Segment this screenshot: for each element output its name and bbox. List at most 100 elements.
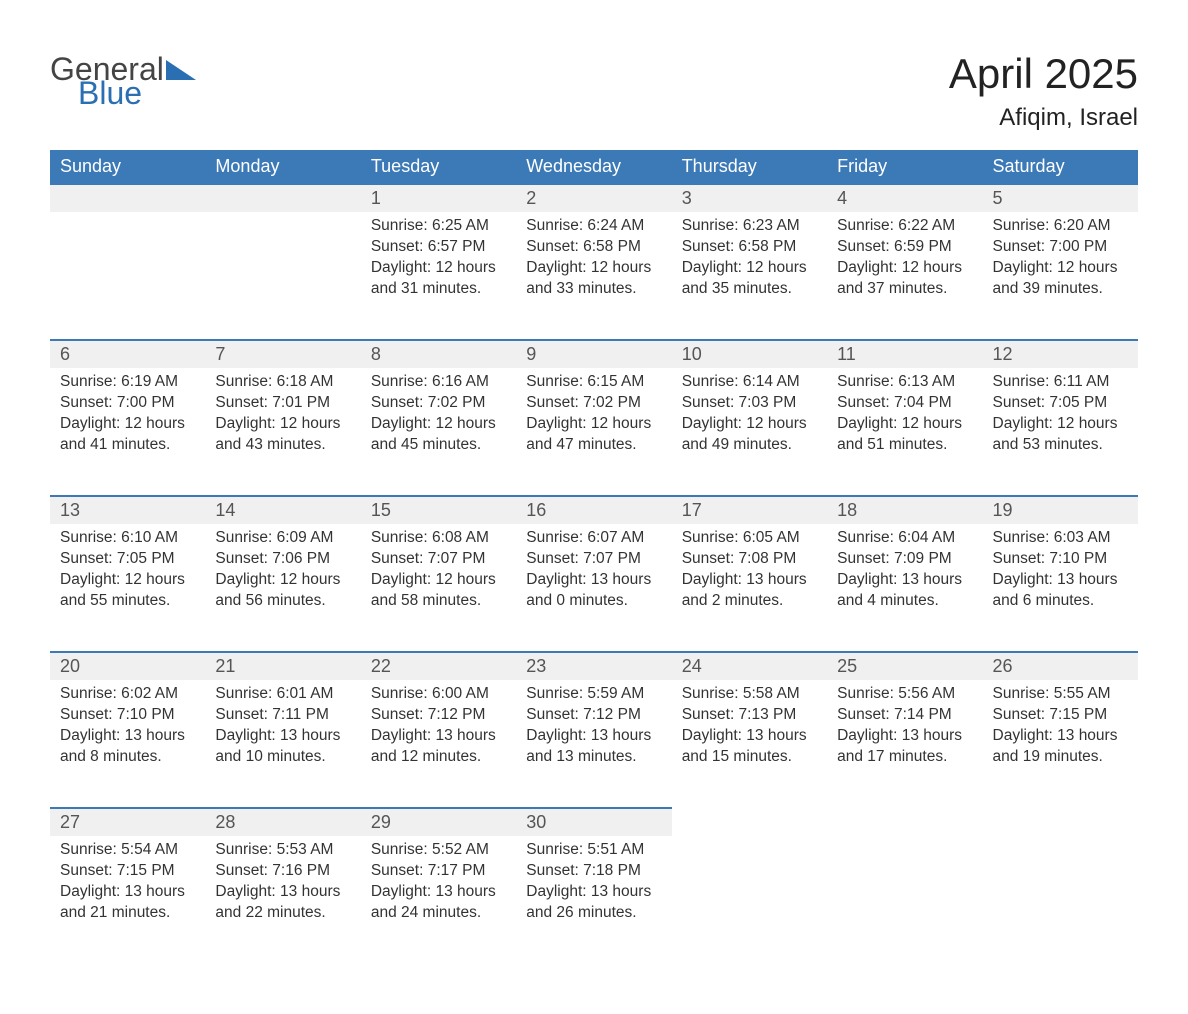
- day-number-cell: 23: [516, 652, 671, 680]
- day-content-cell: Sunrise: 6:13 AMSunset: 7:04 PMDaylight:…: [827, 368, 982, 496]
- day-number-cell: 5: [983, 184, 1138, 212]
- daylight-line1: Daylight: 12 hours: [993, 414, 1128, 435]
- daylight-line1: Daylight: 13 hours: [215, 882, 350, 903]
- daylight-line1: Daylight: 12 hours: [837, 258, 972, 279]
- daylight-line2: and 17 minutes.: [837, 747, 972, 768]
- sunrise-line: Sunrise: 5:52 AM: [371, 840, 506, 861]
- day-content-cell: Sunrise: 6:03 AMSunset: 7:10 PMDaylight:…: [983, 524, 1138, 652]
- sunset-line: Sunset: 7:02 PM: [526, 393, 661, 414]
- day-content-cell: Sunrise: 6:11 AMSunset: 7:05 PMDaylight:…: [983, 368, 1138, 496]
- daylight-line2: and 53 minutes.: [993, 435, 1128, 456]
- day-content-cell: [672, 836, 827, 964]
- day-number-cell: 1: [361, 184, 516, 212]
- daylight-line2: and 49 minutes.: [682, 435, 817, 456]
- day-content-cell: Sunrise: 6:16 AMSunset: 7:02 PMDaylight:…: [361, 368, 516, 496]
- day-number-cell: 25: [827, 652, 982, 680]
- day-content-cell: Sunrise: 6:05 AMSunset: 7:08 PMDaylight:…: [672, 524, 827, 652]
- daylight-line1: Daylight: 12 hours: [526, 258, 661, 279]
- daylight-line1: Daylight: 13 hours: [993, 570, 1128, 591]
- sunrise-line: Sunrise: 5:53 AM: [215, 840, 350, 861]
- sunset-line: Sunset: 7:03 PM: [682, 393, 817, 414]
- day-number-cell: 14: [205, 496, 360, 524]
- daylight-line2: and 0 minutes.: [526, 591, 661, 612]
- week-content-row: Sunrise: 6:02 AMSunset: 7:10 PMDaylight:…: [50, 680, 1138, 808]
- sunset-line: Sunset: 7:09 PM: [837, 549, 972, 570]
- daylight-line1: Daylight: 12 hours: [215, 414, 350, 435]
- sunset-line: Sunset: 7:04 PM: [837, 393, 972, 414]
- day-number-cell: 2: [516, 184, 671, 212]
- daylight-line1: Daylight: 13 hours: [526, 570, 661, 591]
- daylight-line2: and 8 minutes.: [60, 747, 195, 768]
- sunrise-line: Sunrise: 6:08 AM: [371, 528, 506, 549]
- sunrise-line: Sunrise: 6:16 AM: [371, 372, 506, 393]
- daylight-line2: and 43 minutes.: [215, 435, 350, 456]
- sunrise-line: Sunrise: 6:14 AM: [682, 372, 817, 393]
- daylight-line1: Daylight: 13 hours: [837, 570, 972, 591]
- day-number-cell: 15: [361, 496, 516, 524]
- sunset-line: Sunset: 7:14 PM: [837, 705, 972, 726]
- week-content-row: Sunrise: 6:19 AMSunset: 7:00 PMDaylight:…: [50, 368, 1138, 496]
- sunrise-line: Sunrise: 6:24 AM: [526, 216, 661, 237]
- sunrise-line: Sunrise: 6:09 AM: [215, 528, 350, 549]
- daylight-line2: and 51 minutes.: [837, 435, 972, 456]
- sunset-line: Sunset: 7:16 PM: [215, 861, 350, 882]
- sunset-line: Sunset: 7:00 PM: [993, 237, 1128, 258]
- day-number-cell: 26: [983, 652, 1138, 680]
- day-number-cell: 27: [50, 808, 205, 836]
- day-content-cell: Sunrise: 6:09 AMSunset: 7:06 PMDaylight:…: [205, 524, 360, 652]
- daylight-line1: Daylight: 12 hours: [60, 414, 195, 435]
- day-number-cell: 29: [361, 808, 516, 836]
- day-header: Thursday: [672, 150, 827, 184]
- sunrise-line: Sunrise: 6:11 AM: [993, 372, 1128, 393]
- day-content-cell: Sunrise: 6:20 AMSunset: 7:00 PMDaylight:…: [983, 212, 1138, 340]
- daylight-line2: and 58 minutes.: [371, 591, 506, 612]
- daylight-line1: Daylight: 12 hours: [371, 570, 506, 591]
- sunset-line: Sunset: 7:01 PM: [215, 393, 350, 414]
- sunrise-line: Sunrise: 6:19 AM: [60, 372, 195, 393]
- daylight-line1: Daylight: 12 hours: [526, 414, 661, 435]
- daylight-line1: Daylight: 13 hours: [993, 726, 1128, 747]
- day-header: Tuesday: [361, 150, 516, 184]
- day-content-cell: Sunrise: 6:04 AMSunset: 7:09 PMDaylight:…: [827, 524, 982, 652]
- week-number-row: 20212223242526: [50, 652, 1138, 680]
- week-content-row: Sunrise: 6:25 AMSunset: 6:57 PMDaylight:…: [50, 212, 1138, 340]
- daylight-line2: and 24 minutes.: [371, 903, 506, 924]
- day-header: Wednesday: [516, 150, 671, 184]
- daylight-line1: Daylight: 13 hours: [60, 726, 195, 747]
- sunrise-line: Sunrise: 6:01 AM: [215, 684, 350, 705]
- sunset-line: Sunset: 7:08 PM: [682, 549, 817, 570]
- daylight-line1: Daylight: 12 hours: [215, 570, 350, 591]
- daylight-line1: Daylight: 13 hours: [215, 726, 350, 747]
- day-content-cell: Sunrise: 6:15 AMSunset: 7:02 PMDaylight:…: [516, 368, 671, 496]
- day-content-cell: Sunrise: 5:55 AMSunset: 7:15 PMDaylight:…: [983, 680, 1138, 808]
- daylight-line1: Daylight: 13 hours: [682, 726, 817, 747]
- page-title: April 2025: [949, 50, 1138, 98]
- day-content-cell: Sunrise: 5:53 AMSunset: 7:16 PMDaylight:…: [205, 836, 360, 964]
- day-header: Monday: [205, 150, 360, 184]
- daylight-line1: Daylight: 13 hours: [60, 882, 195, 903]
- sunset-line: Sunset: 7:18 PM: [526, 861, 661, 882]
- sunset-line: Sunset: 7:17 PM: [371, 861, 506, 882]
- day-content-cell: Sunrise: 6:14 AMSunset: 7:03 PMDaylight:…: [672, 368, 827, 496]
- week-content-row: Sunrise: 5:54 AMSunset: 7:15 PMDaylight:…: [50, 836, 1138, 964]
- day-number-cell: 13: [50, 496, 205, 524]
- sunrise-line: Sunrise: 5:58 AM: [682, 684, 817, 705]
- daylight-line2: and 55 minutes.: [60, 591, 195, 612]
- daylight-line2: and 6 minutes.: [993, 591, 1128, 612]
- sunrise-line: Sunrise: 6:04 AM: [837, 528, 972, 549]
- sunrise-line: Sunrise: 6:02 AM: [60, 684, 195, 705]
- daylight-line2: and 2 minutes.: [682, 591, 817, 612]
- day-header: Friday: [827, 150, 982, 184]
- daylight-line2: and 33 minutes.: [526, 279, 661, 300]
- sunrise-line: Sunrise: 6:07 AM: [526, 528, 661, 549]
- day-number-cell: [50, 184, 205, 212]
- sunrise-line: Sunrise: 5:51 AM: [526, 840, 661, 861]
- day-content-cell: Sunrise: 6:23 AMSunset: 6:58 PMDaylight:…: [672, 212, 827, 340]
- daylight-line2: and 19 minutes.: [993, 747, 1128, 768]
- sunrise-line: Sunrise: 5:55 AM: [993, 684, 1128, 705]
- day-number-cell: 20: [50, 652, 205, 680]
- daylight-line1: Daylight: 13 hours: [526, 726, 661, 747]
- day-content-cell: Sunrise: 6:07 AMSunset: 7:07 PMDaylight:…: [516, 524, 671, 652]
- day-content-cell: Sunrise: 6:00 AMSunset: 7:12 PMDaylight:…: [361, 680, 516, 808]
- daylight-line2: and 22 minutes.: [215, 903, 350, 924]
